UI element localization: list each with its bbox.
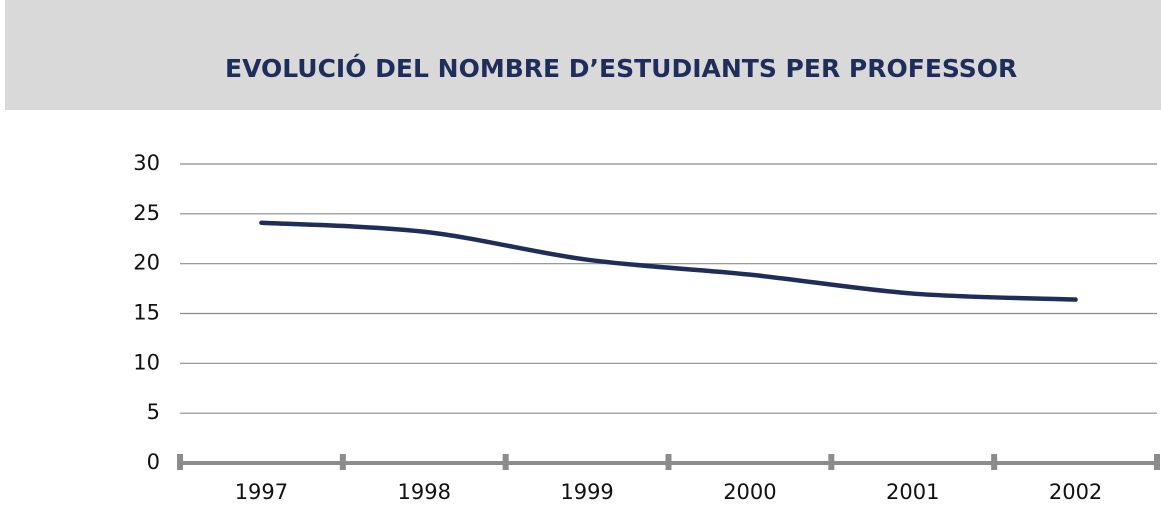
axis-tick [828,454,835,470]
y-tick-label: 30 [133,151,160,175]
y-tick-label: 10 [133,350,160,374]
x-tick-label: 2000 [723,480,776,504]
x-tick-label: 2002 [1049,480,1102,504]
y-tick-label: 15 [133,301,160,325]
axis-tick [339,454,346,470]
y-tick-label: 0 [147,450,160,474]
x-tick-label: 2001 [886,480,939,504]
x-tick-label: 1997 [235,480,288,504]
data-line [259,220,1078,302]
chart-title: EVOLUCIÓ DEL NOMBRE D’ESTUDIANTS PER PRO… [225,53,1017,83]
axis-tick [1154,454,1160,470]
axis-tick [991,454,998,470]
axis-tick [502,454,509,470]
x-tick-label: 1999 [560,480,613,504]
y-tick-label: 25 [133,201,160,225]
y-tick-label: 5 [147,400,160,424]
x-tick-label: 1998 [398,480,451,504]
title-band [5,0,1161,110]
axis-tick [665,454,672,470]
y-tick-label: 20 [133,251,160,275]
axis-tick [177,454,183,470]
